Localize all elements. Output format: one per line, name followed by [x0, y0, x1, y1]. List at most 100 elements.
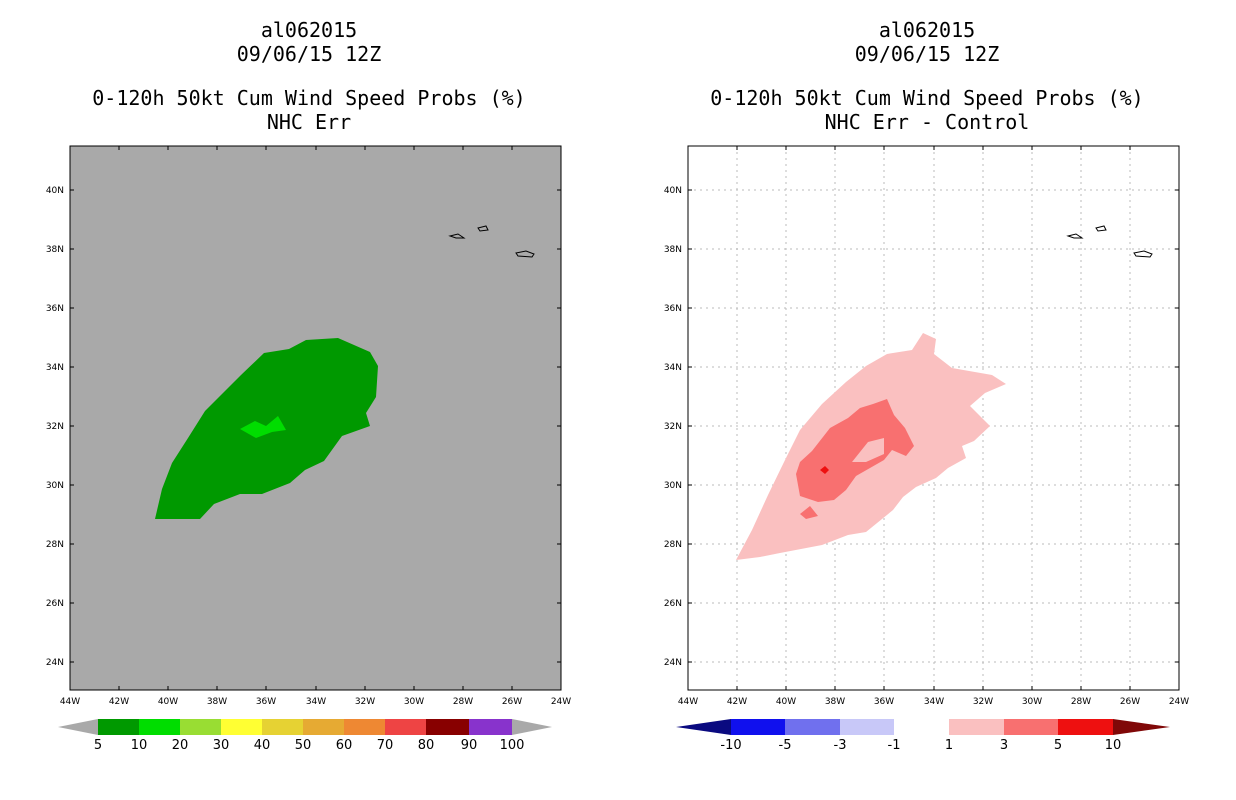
right-azores-islands: [1066, 225, 1153, 258]
right-colorbar-swatch: [894, 719, 949, 735]
right-date: 09/06/15 12Z: [854, 42, 1000, 66]
right-lat-label: 26N: [664, 599, 682, 609]
left-lat-label: 30N: [46, 481, 64, 491]
right-tick-marks: [687, 146, 1180, 690]
left-lat-label: 34N: [46, 363, 64, 373]
left-colorbar-label: 30: [213, 738, 230, 753]
left-colorbar: 5 10 20 30 40 50 60 70 80 90 100: [58, 719, 552, 753]
right-subtitle: NHC Err - Control: [824, 110, 1030, 134]
right-lon-labels: 44W 42W 40W 38W 36W 34W 32W 30W 28W 26W …: [678, 697, 1189, 707]
left-lon-label: 38W: [207, 697, 227, 707]
left-date: 09/06/15 12Z: [236, 42, 382, 66]
left-colorbar-label: 50: [295, 738, 312, 753]
left-azores-islands: [448, 225, 535, 258]
right-colorbar-label: -10: [720, 738, 741, 753]
left-colorbar-swatch: [262, 719, 303, 735]
left-lon-label: 26W: [502, 697, 522, 707]
right-lat-label: 30N: [664, 481, 682, 491]
right-lat-label: 34N: [664, 363, 682, 373]
left-colorbar-swatch: [469, 719, 512, 735]
right-diff-contour-5-10: [820, 466, 829, 474]
left-colorbar-label: 10: [131, 738, 148, 753]
right-colorbar-label: -1: [888, 738, 901, 753]
left-lat-label: 32N: [46, 422, 64, 432]
left-colorbar-label: 40: [254, 738, 271, 753]
right-lon-label: 34W: [924, 697, 944, 707]
right-lon-label: 32W: [973, 697, 993, 707]
left-storm-id: al062015: [260, 18, 358, 42]
right-diff-contour-gap: [852, 438, 884, 462]
right-lon-label: 36W: [874, 697, 894, 707]
left-colorbar-high-arrow: [512, 719, 552, 735]
right-lon-label: 28W: [1071, 697, 1091, 707]
left-panel-title: al062015 09/06/15 12Z 0-120h 50kt Cum Wi…: [69, 18, 549, 134]
left-lon-label: 36W: [256, 697, 276, 707]
right-lon-label: 38W: [825, 697, 845, 707]
right-colorbar-swatch: [1058, 719, 1113, 735]
left-lon-label: 34W: [306, 697, 326, 707]
right-colorbar-high-arrow: [1113, 719, 1170, 735]
left-colorbar-label: 100: [500, 738, 525, 753]
left-lon-label: 44W: [60, 697, 80, 707]
left-subtitle: NHC Err: [266, 110, 352, 134]
left-colorbar-label: 60: [336, 738, 353, 753]
right-colorbar-swatch: [785, 719, 840, 735]
left-lon-label: 42W: [109, 697, 129, 707]
right-colorbar-swatch: [731, 719, 785, 735]
right-colorbar-swatch: [1004, 719, 1058, 735]
left-colorbar-label: 5: [94, 738, 102, 753]
right-colorbar-label: 3: [1000, 738, 1008, 753]
right-colorbar: -10 -5 -3 -1 1 3 5 10: [676, 719, 1170, 753]
left-lon-label: 30W: [404, 697, 424, 707]
left-lon-label: 32W: [355, 697, 375, 707]
left-lat-label: 26N: [46, 599, 64, 609]
right-lat-label: 38N: [664, 245, 682, 255]
left-lon-label: 40W: [158, 697, 178, 707]
left-map: 40N 38N 36N 34N 32N 30N 28N 26N 24N 44W …: [46, 145, 571, 707]
left-product: 0-120h 50kt Cum Wind Speed Probs (%): [92, 86, 526, 110]
right-lat-label: 24N: [664, 658, 682, 668]
right-lon-label: 24W: [1169, 697, 1189, 707]
right-colorbar-label: -5: [779, 738, 792, 753]
right-colorbar-label: 5: [1054, 738, 1062, 753]
right-product: 0-120h 50kt Cum Wind Speed Probs (%): [710, 86, 1144, 110]
right-panel-title: al062015 09/06/15 12Z 0-120h 50kt Cum Wi…: [687, 18, 1167, 134]
left-colorbar-label: 80: [418, 738, 435, 753]
left-colorbar-label: 20: [172, 738, 189, 753]
right-colorbar-label: 1: [945, 738, 953, 753]
right-lat-label: 28N: [664, 540, 682, 550]
left-lon-label: 24W: [551, 697, 571, 707]
left-colorbar-swatch: [426, 719, 469, 735]
left-lon-label: 28W: [453, 697, 473, 707]
right-lat-label: 36N: [664, 304, 682, 314]
right-lat-label: 40N: [664, 186, 682, 196]
right-colorbar-labels: -10 -5 -3 -1 1 3 5 10: [720, 738, 1121, 753]
left-lat-label: 36N: [46, 304, 64, 314]
left-lat-label: 24N: [46, 658, 64, 668]
left-colorbar-swatch: [303, 719, 344, 735]
left-lon-labels: 44W 42W 40W 38W 36W 34W 32W 30W 28W 26W …: [60, 697, 571, 707]
right-colorbar-swatch: [949, 719, 1004, 735]
right-map: 40N 38N 36N 34N 32N 30N 28N 26N 24N 44W …: [664, 145, 1189, 707]
right-lon-label: 44W: [678, 697, 698, 707]
left-colorbar-label: 70: [377, 738, 394, 753]
right-storm-id: al062015: [878, 18, 976, 42]
left-lat-labels: 40N 38N 36N 34N 32N 30N 28N 26N 24N: [46, 186, 64, 668]
left-colorbar-swatch: [180, 719, 221, 735]
left-colorbar-low-arrow: [58, 719, 98, 735]
right-lon-label: 40W: [776, 697, 796, 707]
left-colorbar-swatch: [344, 719, 385, 735]
right-colorbar-label: 10: [1105, 738, 1122, 753]
right-diff-contour-3-5: [796, 399, 914, 502]
right-colorbar-low-arrow: [676, 719, 731, 735]
left-lat-label: 28N: [46, 540, 64, 550]
left-colorbar-swatch: [221, 719, 262, 735]
left-colorbar-label: 90: [461, 738, 478, 753]
left-prob-contour-10-20: [240, 416, 286, 438]
right-colorbar-swatch: [840, 719, 894, 735]
right-lat-labels: 40N 38N 36N 34N 32N 30N 28N 26N 24N: [664, 186, 682, 668]
right-colorbar-label: -3: [834, 738, 847, 753]
left-colorbar-labels: 5 10 20 30 40 50 60 70 80 90 100: [94, 738, 525, 753]
left-lat-label: 38N: [46, 245, 64, 255]
